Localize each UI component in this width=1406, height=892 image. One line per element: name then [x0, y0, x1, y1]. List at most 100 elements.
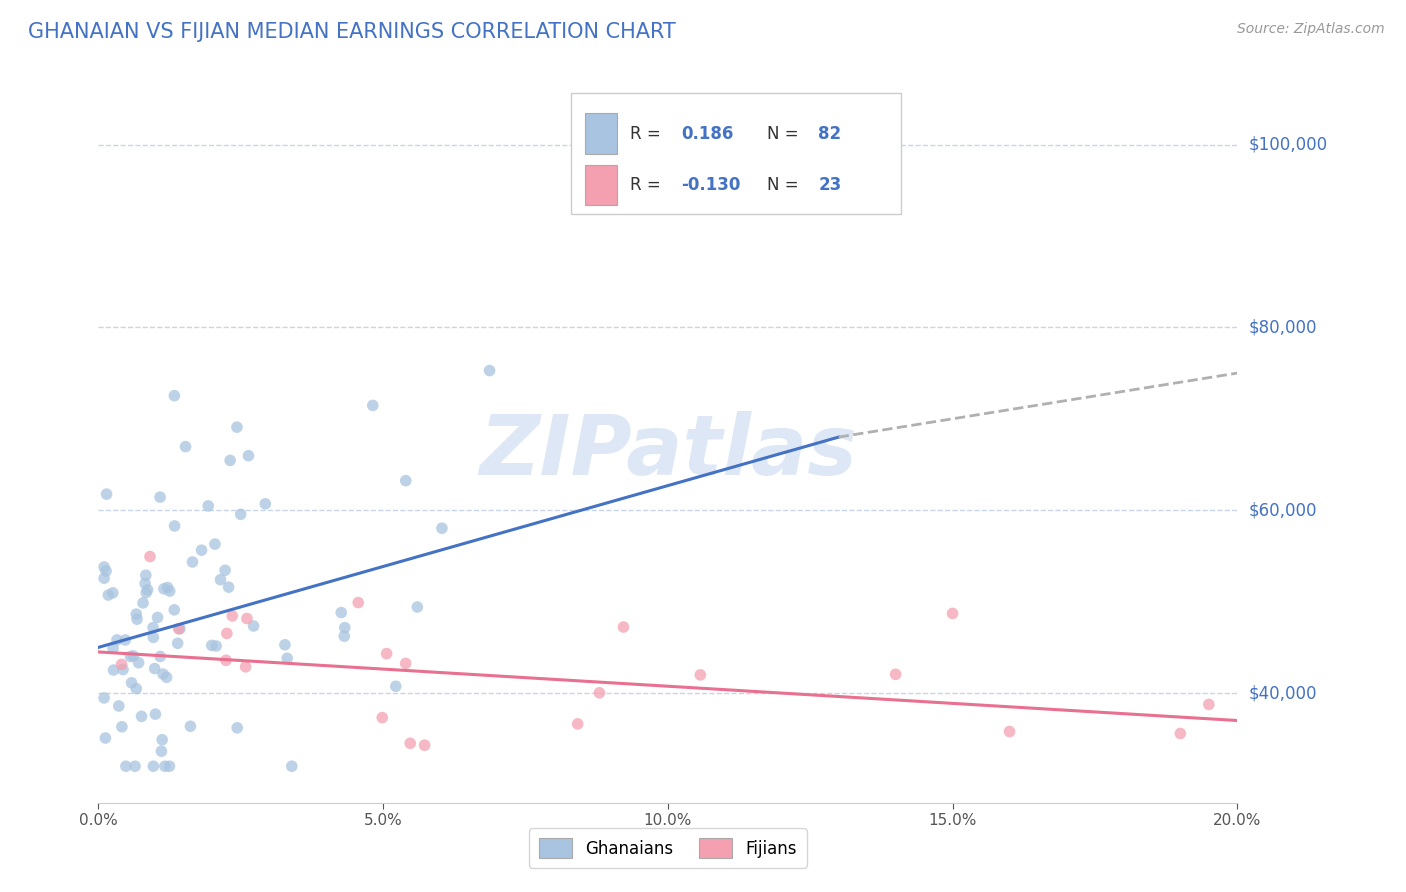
Point — [105, 632, 128, 647]
Point — [125, 612, 148, 626]
Point — [478, 363, 501, 377]
Point — [242, 619, 264, 633]
Point — [135, 585, 157, 599]
Point — [142, 621, 165, 635]
Text: $40,000: $40,000 — [1249, 684, 1317, 702]
Point — [221, 608, 243, 623]
Point — [93, 571, 115, 585]
Point — [142, 759, 165, 773]
Point — [942, 607, 965, 621]
Point — [163, 603, 186, 617]
Point — [1198, 698, 1220, 712]
Point — [333, 629, 356, 643]
Point — [209, 573, 232, 587]
Point — [201, 639, 224, 653]
Point — [236, 611, 259, 625]
Point — [689, 668, 711, 682]
Text: -0.130: -0.130 — [682, 176, 741, 194]
Point — [181, 555, 204, 569]
Legend: Ghanaians, Fijians: Ghanaians, Fijians — [529, 829, 807, 868]
Point — [333, 621, 356, 635]
Text: 23: 23 — [818, 176, 841, 194]
Point — [179, 719, 201, 733]
Point — [101, 641, 124, 656]
Point — [430, 521, 453, 535]
Point — [347, 596, 370, 610]
Point — [152, 667, 174, 681]
Text: ZIPatlas: ZIPatlas — [479, 411, 856, 492]
Point — [149, 490, 172, 504]
Point — [226, 420, 249, 434]
Point — [114, 632, 136, 647]
Point — [413, 738, 436, 752]
Point — [219, 453, 242, 467]
FancyBboxPatch shape — [585, 165, 617, 205]
Point — [276, 651, 298, 665]
Point — [214, 563, 236, 577]
Point — [145, 707, 167, 722]
Point — [205, 639, 228, 653]
Point — [128, 656, 150, 670]
Text: $80,000: $80,000 — [1249, 318, 1317, 336]
Point — [111, 720, 134, 734]
Point — [159, 584, 181, 599]
Point — [254, 497, 277, 511]
Point — [395, 657, 418, 671]
Point — [121, 675, 143, 690]
Point — [94, 564, 117, 578]
Point — [274, 638, 297, 652]
Point — [97, 588, 120, 602]
Point — [96, 487, 118, 501]
Point — [155, 670, 177, 684]
Point — [134, 576, 156, 591]
Point — [238, 449, 260, 463]
Point — [131, 709, 153, 723]
Point — [166, 636, 188, 650]
Point — [124, 759, 146, 773]
Point — [375, 647, 398, 661]
Point — [588, 686, 610, 700]
Point — [146, 610, 169, 624]
Point — [612, 620, 634, 634]
Point — [143, 662, 166, 676]
Point — [998, 724, 1021, 739]
Point — [94, 731, 117, 745]
Point — [122, 648, 145, 663]
Point — [142, 631, 165, 645]
Text: Source: ZipAtlas.com: Source: ZipAtlas.com — [1237, 22, 1385, 37]
Point — [215, 653, 238, 667]
Point — [93, 560, 115, 574]
Point — [135, 568, 157, 582]
Point — [167, 622, 190, 636]
Point — [103, 663, 125, 677]
Text: R =: R = — [630, 176, 666, 194]
Point — [101, 586, 124, 600]
Point — [361, 399, 384, 413]
Point — [149, 649, 172, 664]
Text: R =: R = — [630, 125, 666, 143]
Point — [159, 759, 181, 773]
Point — [229, 508, 252, 522]
Point — [153, 759, 176, 773]
Point — [204, 537, 226, 551]
FancyBboxPatch shape — [585, 113, 617, 153]
Point — [153, 582, 176, 596]
Point — [330, 606, 353, 620]
Point — [174, 440, 197, 454]
Point — [115, 759, 138, 773]
Point — [110, 657, 132, 672]
Text: N =: N = — [766, 176, 804, 194]
Point — [163, 519, 186, 533]
Point — [371, 710, 394, 724]
Point — [136, 582, 159, 597]
Point — [125, 681, 148, 696]
Point — [567, 717, 589, 731]
Point — [169, 622, 191, 636]
Point — [226, 721, 249, 735]
Point — [156, 581, 179, 595]
Point — [108, 698, 131, 713]
Point — [190, 543, 212, 558]
Point — [218, 580, 240, 594]
Text: GHANAIAN VS FIJIAN MEDIAN EARNINGS CORRELATION CHART: GHANAIAN VS FIJIAN MEDIAN EARNINGS CORRE… — [28, 22, 676, 42]
Point — [150, 732, 173, 747]
